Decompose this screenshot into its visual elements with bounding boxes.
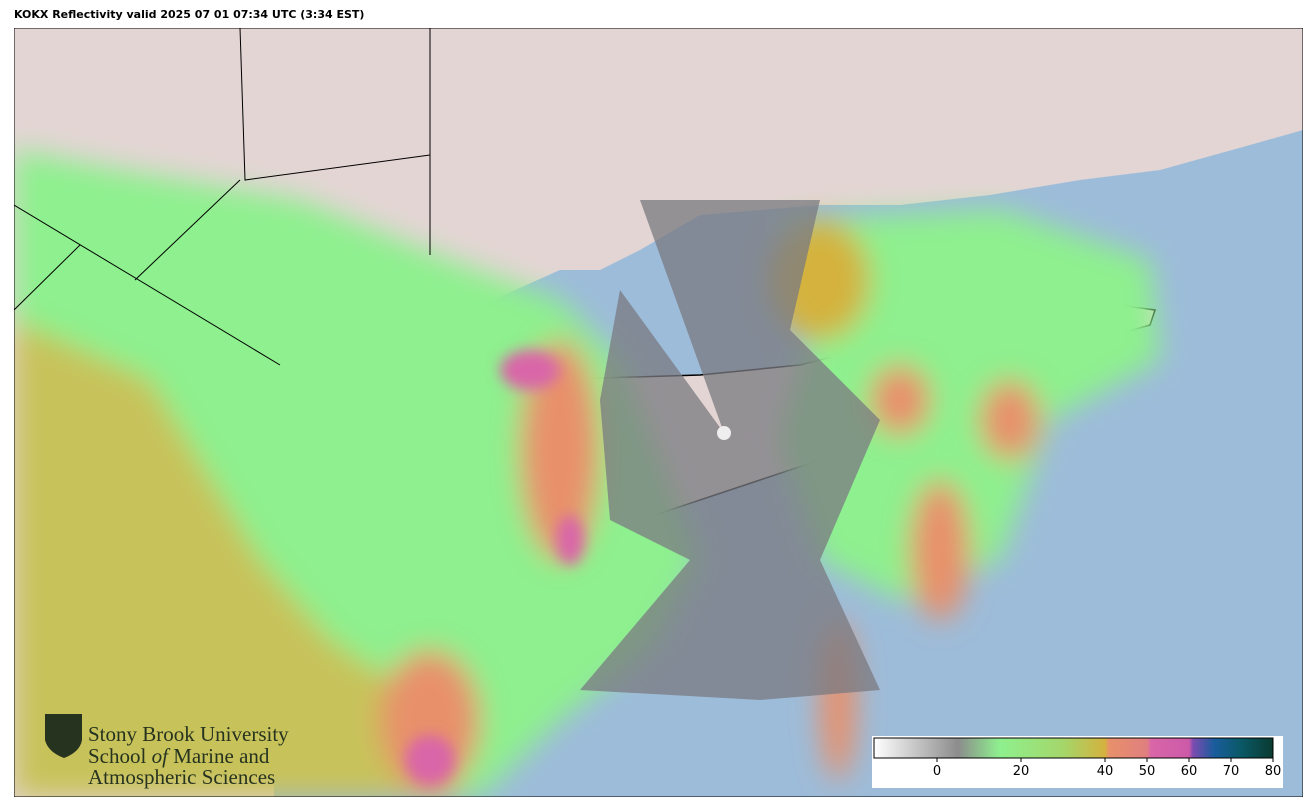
precip	[14, 150, 1160, 797]
colorbar: 0 20 40 50 60 70 80	[872, 736, 1283, 788]
radar-site	[717, 426, 731, 440]
logo-text: Stony Brook University	[88, 722, 289, 746]
map-area	[14, 28, 1303, 797]
colorbar-tick-label: 80	[1265, 764, 1282, 779]
colorbar-tick-label: 60	[1181, 764, 1198, 779]
colorbar-tick-label: 0	[933, 764, 941, 779]
colorbar-tick-label: 70	[1223, 764, 1240, 779]
logo-text: Marine and	[168, 744, 270, 768]
precip-core	[405, 350, 584, 785]
borders	[14, 28, 431, 366]
colorbar-ramp	[873, 737, 1274, 759]
colorbar-tick-label: 50	[1139, 764, 1156, 779]
logo: Stony Brook University School of Marine …	[45, 714, 289, 789]
map-title: KOKX Reflectivity valid 2025 07 01 07:34…	[14, 8, 365, 21]
logo-shield	[45, 714, 82, 758]
logo-text: Atmospheric Sciences	[88, 765, 275, 789]
logo-text: of	[152, 744, 172, 768]
colorbar-tick-label: 20	[1013, 764, 1030, 779]
clutter	[580, 200, 880, 700]
colorbar-tick-label: 40	[1097, 764, 1114, 779]
logo-text: School	[88, 744, 152, 768]
logo-text: School of Marine and	[88, 744, 270, 768]
